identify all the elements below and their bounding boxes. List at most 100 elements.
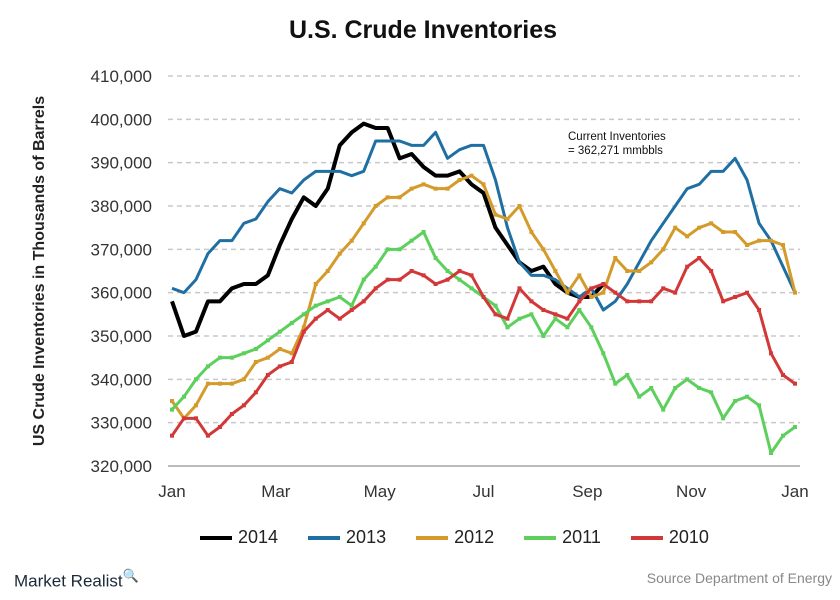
data-point-2011 <box>445 269 450 273</box>
series-line-2010 <box>170 256 796 438</box>
data-point-2010 <box>265 373 270 377</box>
data-point-2011 <box>313 303 318 308</box>
data-point-2012 <box>301 325 306 330</box>
data-point-2012 <box>793 290 797 295</box>
x-tick-label: Nov <box>676 482 707 501</box>
data-point-2010 <box>577 299 582 304</box>
data-point-2011 <box>170 407 174 412</box>
data-point-2012 <box>253 360 258 364</box>
data-point-2011 <box>769 451 774 455</box>
data-point-2012 <box>553 269 558 273</box>
data-point-2011 <box>697 386 702 390</box>
y-tick-label: 410,000 <box>91 67 152 86</box>
data-point-2011 <box>517 316 522 321</box>
y-tick-label: 360,000 <box>91 284 152 303</box>
series-line-2011 <box>170 230 796 455</box>
data-point-2010 <box>793 381 797 386</box>
legend-swatch <box>308 535 341 540</box>
data-point-2010 <box>649 299 654 304</box>
data-point-2011 <box>685 377 690 382</box>
magnifier-icon: 🔍 <box>122 568 139 583</box>
data-point-2012 <box>721 230 726 234</box>
y-tick-label: 380,000 <box>91 197 152 216</box>
data-point-2010 <box>769 351 774 356</box>
annotation: Current Inventories = 362,271 mmbbls <box>568 130 666 158</box>
data-point-2010 <box>733 295 738 299</box>
data-point-2011 <box>661 407 666 412</box>
data-point-2010 <box>229 412 234 416</box>
data-point-2011 <box>253 347 258 351</box>
data-point-2010 <box>409 269 414 273</box>
data-point-2012 <box>685 234 690 239</box>
data-point-2010 <box>241 403 246 408</box>
data-point-2012 <box>589 295 594 299</box>
data-point-2012 <box>313 282 318 286</box>
data-point-2012 <box>457 178 462 182</box>
legend-swatch <box>630 535 663 540</box>
data-point-2012 <box>445 186 450 191</box>
y-tick-label: 390,000 <box>91 154 152 173</box>
data-point-2010 <box>697 256 702 260</box>
data-point-2010 <box>601 282 606 286</box>
y-tick-label: 400,000 <box>91 110 152 129</box>
legend-label: 2014 <box>238 527 279 547</box>
data-point-2012 <box>637 269 642 273</box>
legend-item-2010: 2010 <box>630 527 709 548</box>
data-point-2012 <box>325 269 330 273</box>
x-tick-label: May <box>364 482 397 501</box>
x-tick-label: Mar <box>261 482 291 501</box>
data-point-2010 <box>205 433 210 438</box>
legend-item-2013: 2013 <box>308 527 386 548</box>
legend-item-2011: 2011 <box>524 527 601 548</box>
data-point-2012 <box>745 243 750 247</box>
data-point-2011 <box>505 325 510 330</box>
data-point-2011 <box>553 316 558 321</box>
legend-label: 2012 <box>454 527 495 547</box>
data-point-2011 <box>577 308 582 312</box>
y-tick-label: 350,000 <box>91 327 152 346</box>
data-point-2011 <box>529 312 534 317</box>
data-point-2010 <box>661 286 666 291</box>
data-point-2011 <box>469 286 474 291</box>
data-point-2012 <box>409 186 414 191</box>
data-point-2010 <box>613 290 618 295</box>
data-point-2010 <box>565 316 570 321</box>
data-point-2011 <box>613 381 618 386</box>
data-point-2012 <box>757 238 762 243</box>
data-point-2012 <box>673 225 678 230</box>
data-point-2012 <box>205 381 210 386</box>
data-point-2011 <box>217 355 222 360</box>
data-point-2012 <box>229 381 234 386</box>
data-point-2010 <box>325 308 330 312</box>
data-point-2012 <box>289 351 294 356</box>
data-point-2011 <box>433 256 438 260</box>
data-point-2010 <box>421 273 426 278</box>
data-point-2010 <box>313 316 318 321</box>
data-point-2012 <box>421 182 426 187</box>
data-point-2010 <box>709 269 714 273</box>
data-point-2010 <box>685 264 690 269</box>
data-point-2010 <box>181 416 186 421</box>
legend-swatch <box>524 535 557 540</box>
data-point-2012 <box>733 230 738 234</box>
data-point-2012 <box>601 290 606 295</box>
data-point-2010 <box>445 277 450 282</box>
data-point-2012 <box>649 260 654 265</box>
data-point-2012 <box>469 173 474 178</box>
data-point-2011 <box>757 403 762 408</box>
data-point-2012 <box>697 225 702 230</box>
data-point-2012 <box>781 243 786 247</box>
data-point-2012 <box>517 204 522 208</box>
data-point-2012 <box>193 403 198 408</box>
data-point-2010 <box>337 316 342 321</box>
legend-label: 2010 <box>668 527 709 547</box>
data-point-2011 <box>421 230 426 234</box>
data-point-2010 <box>625 299 630 304</box>
data-point-2012 <box>433 186 438 191</box>
data-point-2012 <box>661 247 666 252</box>
data-point-2010 <box>493 312 498 317</box>
data-point-2012 <box>170 399 174 403</box>
y-tick-label: 370,000 <box>91 240 152 259</box>
x-tick-label: Jul <box>473 482 495 501</box>
